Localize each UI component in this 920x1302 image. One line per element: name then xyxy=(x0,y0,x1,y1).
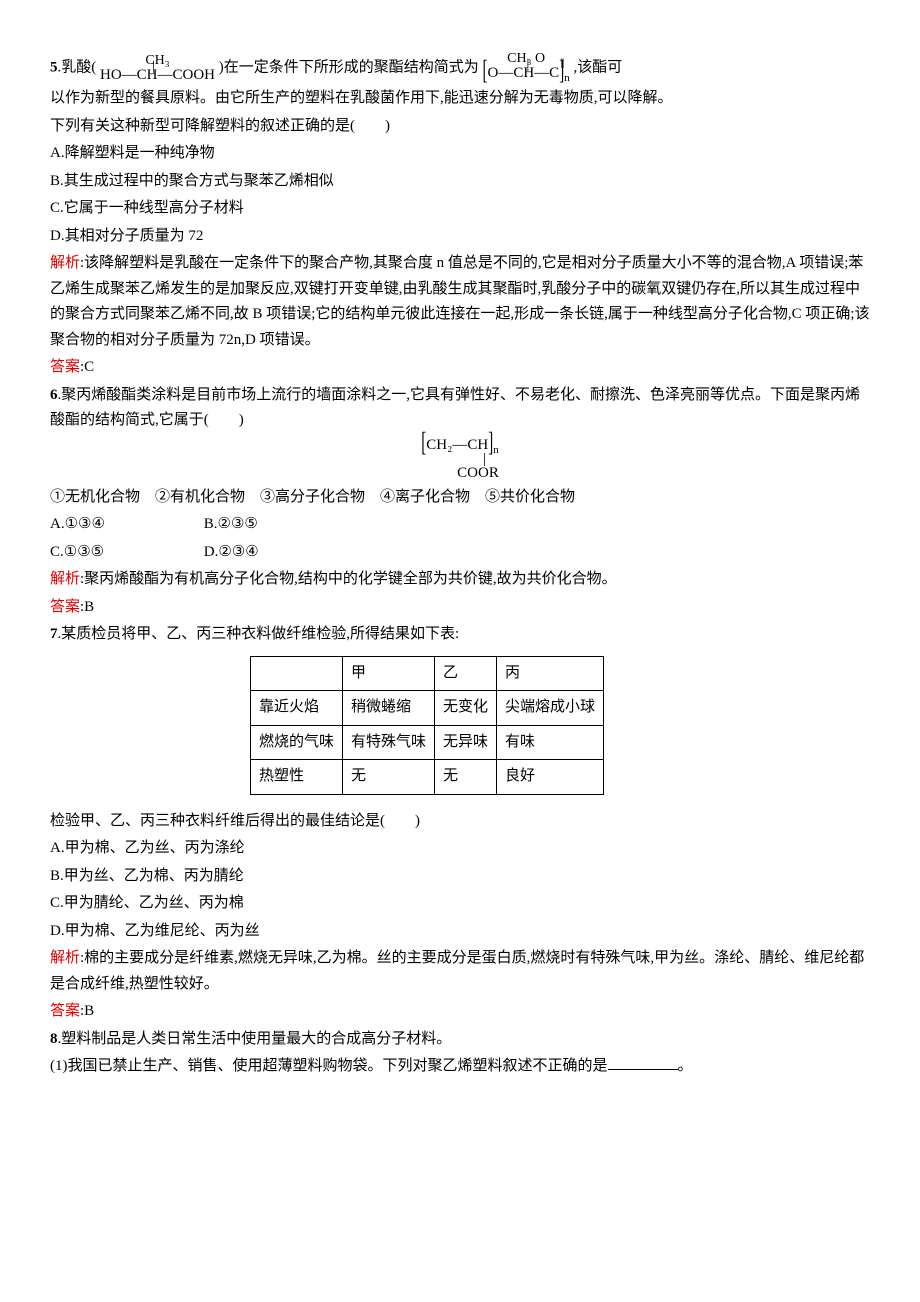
table-cell: 良好 xyxy=(497,760,604,795)
table-row: 热塑性 无 无 良好 xyxy=(251,760,604,795)
q5-jiexi-label: 解析 xyxy=(50,255,80,271)
q6-jiexi-text: :聚丙烯酸酯为有机高分子化合物,结构中的化学键全部为共价键,故为共价化合物。 xyxy=(80,571,617,587)
table-cell: 靠近火焰 xyxy=(251,691,343,726)
table-cell: 稍微蜷缩 xyxy=(343,691,435,726)
q6-structure: [CH₂—CH]n | COOR xyxy=(50,438,870,481)
q7-optC: C.甲为腈纶、乙为丝、丙为棉 xyxy=(50,891,870,917)
table-row: 燃烧的气味 有特殊气味 无异味 有味 xyxy=(251,725,604,760)
table-cell: 无 xyxy=(435,760,497,795)
table-cell: 无 xyxy=(343,760,435,795)
table-cell: 无异味 xyxy=(435,725,497,760)
q5-number: 5 xyxy=(50,59,58,75)
q8-stem-text: .塑料制品是人类日常生活中使用量最大的合成高分子材料。 xyxy=(58,1031,452,1047)
table-cell: 尖端熔成小球 xyxy=(497,691,604,726)
q7-ans-label: 答案 xyxy=(50,1003,80,1019)
q7-answer: 答案:B xyxy=(50,999,870,1025)
bracket-right-icon: ] xyxy=(559,59,564,86)
bracket-left-icon: [ xyxy=(483,59,488,86)
q6-ans-text: :B xyxy=(80,599,94,615)
q5-optB: B.其生成过程中的聚合方式与聚苯乙烯相似 xyxy=(50,169,870,195)
table-cell: 丙 xyxy=(497,656,604,691)
q5-ans-label: 答案 xyxy=(50,359,80,375)
q5-optC: C.它属于一种线型高分子材料 xyxy=(50,196,870,222)
table-cell: 甲 xyxy=(343,656,435,691)
table-cell: 有特殊气味 xyxy=(343,725,435,760)
q5-jiexi-text: :该降解塑料是乳酸在一定条件下的聚合产物,其聚合度 n 值总是不同的,它是相对分… xyxy=(50,255,870,348)
q7-jiexi-text: :棉的主要成分是纤维素,燃烧无异味,乙为棉。丝的主要成分是蛋白质,燃烧时有特殊气… xyxy=(50,950,864,992)
q7-line2: 检验甲、乙、丙三种衣料纤维后得出的最佳结论是( ) xyxy=(50,809,870,835)
q5-ans-text: :C xyxy=(80,359,94,375)
q6-struct-bot: COOR xyxy=(421,466,499,481)
q6-choices-line: ①无机化合物 ②有机化合物 ③高分子化合物 ④离子化合物 ⑤共价化合物 xyxy=(50,485,870,511)
q8-stem: 8.塑料制品是人类日常生活中使用量最大的合成高分子材料。 xyxy=(50,1027,870,1053)
q6-ans-label: 答案 xyxy=(50,599,80,615)
q5-lead-a: .乳酸( xyxy=(58,59,97,75)
q6-opts-row2: C.①③⑤ D.②③④ xyxy=(50,540,870,566)
q5-lead-c: ,该酯可 xyxy=(573,59,622,75)
q7-jiexi-label: 解析 xyxy=(50,950,80,966)
q5-poly-bot: O—CH—C xyxy=(488,65,560,81)
q5-block: 5.乳酸( CH₃ | HO—CH—COOH )在一定条件下所形成的聚酯结构简式… xyxy=(50,52,870,84)
q6-jiexi-label: 解析 xyxy=(50,571,80,587)
q8-sub1: (1)我国已禁止生产、销售、使用超薄塑料购物袋。下列对聚乙烯塑料叙述不正确的是 。 xyxy=(50,1054,870,1080)
q6-jiexi: 解析:聚丙烯酸酯为有机高分子化合物,结构中的化学键全部为共价键,故为共价化合物。 xyxy=(50,567,870,593)
q5-line2: 以作为新型的餐具原料。由它所生产的塑料在乳酸菌作用下,能迅速分解为无毒物质,可以… xyxy=(50,86,870,112)
fill-blank[interactable] xyxy=(608,1054,678,1070)
q5-lead-b: )在一定条件下所形成的聚酯结构简式为 xyxy=(219,59,479,75)
q7-optA: A.甲为棉、乙为丝、丙为涤纶 xyxy=(50,836,870,862)
q5-optA: A.降解塑料是一种纯净物 xyxy=(50,141,870,167)
q5-line3: 下列有关这种新型可降解塑料的叙述正确的是( ) xyxy=(50,114,870,140)
bracket-right-icon: ] xyxy=(488,431,493,458)
table-cell xyxy=(251,656,343,691)
q5-formula-top: CH₃ xyxy=(100,54,215,68)
q5-polyester-formula: CH₃ O | ‖ [O—CH—C]n xyxy=(483,52,570,84)
q6-answer: 答案:B xyxy=(50,595,870,621)
q7-stem: 7.某质检员将甲、乙、丙三种衣料做纤维检验,所得结果如下表: xyxy=(50,622,870,648)
q6-struct-top: CH₂—CH xyxy=(426,437,488,453)
table-cell: 燃烧的气味 xyxy=(251,725,343,760)
q6-stem-text: .聚丙烯酸酯类涂料是目前市场上流行的墙面涂料之一,它具有弹性好、不易老化、耐擦洗… xyxy=(50,387,860,429)
q7-number: 7 xyxy=(50,626,58,642)
q7-ans-text: :B xyxy=(80,1003,94,1019)
q5-lactic-formula: CH₃ | HO—CH—COOH xyxy=(100,54,215,83)
q8-sub1-end: 。 xyxy=(678,1058,693,1074)
q5-answer: 答案:C xyxy=(50,355,870,381)
q7-optD: D.甲为棉、乙为维尼纶、丙为丝 xyxy=(50,919,870,945)
q6-optB: B.②③⑤ xyxy=(204,512,354,538)
q7-table: 甲 乙 丙 靠近火焰 稍微蜷缩 无变化 尖端熔成小球 燃烧的气味 有特殊气味 无… xyxy=(250,656,604,795)
q6-optA: A.①③④ xyxy=(50,512,200,538)
table-cell: 乙 xyxy=(435,656,497,691)
table-cell: 无变化 xyxy=(435,691,497,726)
table-cell: 有味 xyxy=(497,725,604,760)
q6-number: 6 xyxy=(50,387,58,403)
q5-jiexi: 解析:该降解塑料是乳酸在一定条件下的聚合产物,其聚合度 n 值总是不同的,它是相… xyxy=(50,251,870,353)
table-cell: 热塑性 xyxy=(251,760,343,795)
q7-stem-text: .某质检员将甲、乙、丙三种衣料做纤维检验,所得结果如下表: xyxy=(58,626,460,642)
bracket-left-icon: [ xyxy=(421,431,426,458)
q7-jiexi: 解析:棉的主要成分是纤维素,燃烧无异味,乙为棉。丝的主要成分是蛋白质,燃烧时有特… xyxy=(50,946,870,997)
table-row: 靠近火焰 稍微蜷缩 无变化 尖端熔成小球 xyxy=(251,691,604,726)
table-row: 甲 乙 丙 xyxy=(251,656,604,691)
q5-optD: D.其相对分子质量为 72 xyxy=(50,224,870,250)
q6-optC: C.①③⑤ xyxy=(50,540,200,566)
q6-stem: 6.聚丙烯酸酯类涂料是目前市场上流行的墙面涂料之一,它具有弹性好、不易老化、耐擦… xyxy=(50,383,870,434)
q8-number: 8 xyxy=(50,1031,58,1047)
q5-formula-bot: HO—CH—COOH xyxy=(100,68,215,83)
q7-optB: B.甲为丝、乙为棉、丙为腈纶 xyxy=(50,864,870,890)
q8-sub1-text: (1)我国已禁止生产、销售、使用超薄塑料购物袋。下列对聚乙烯塑料叙述不正确的是 xyxy=(50,1058,608,1074)
q6-optD: D.②③④ xyxy=(204,540,354,566)
q6-opts-row1: A.①③④ B.②③⑤ xyxy=(50,512,870,538)
